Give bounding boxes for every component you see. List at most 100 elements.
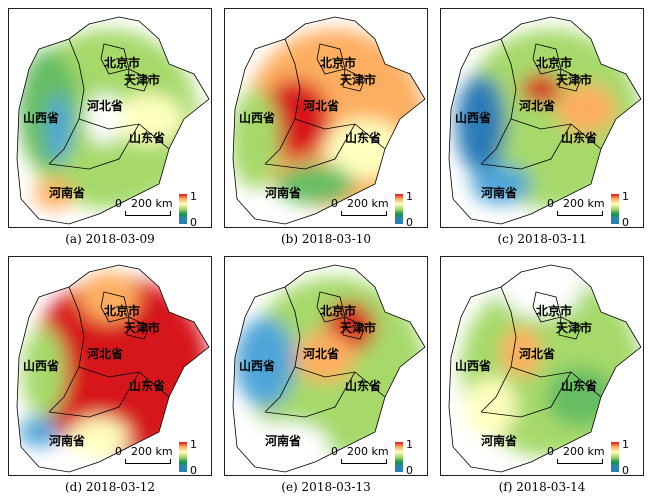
province-boundary (558, 68, 582, 92)
province-label-hebei: 河北省 (87, 99, 124, 113)
province-label-henan: 河南省 (265, 186, 302, 200)
province-boundary (510, 366, 602, 398)
province-boundary (294, 366, 386, 398)
map-graphic (232, 16, 426, 225)
province-label-tianjin: 天津市 (556, 73, 593, 87)
map-panel: 北京市 天津市 河北省 山西省 山东省 河南省 0 200 km 1 0 (e) 2018-0… (220, 252, 432, 497)
panel-caption: (c) 2018-03-11 (497, 232, 587, 246)
legend-max: 1 (622, 438, 629, 451)
province-label-beijing: 北京市 (104, 56, 141, 70)
province-boundary (480, 286, 517, 413)
value-region (501, 327, 541, 377)
province-boundary (264, 38, 301, 165)
province-boundary (480, 38, 517, 165)
color-gradient (395, 194, 403, 224)
province-label-hebei: 河北省 (519, 99, 556, 113)
province-label-hebei: 河北省 (87, 347, 124, 361)
map-graphic (16, 264, 210, 473)
legend-min: 0 (406, 464, 413, 476)
scale-zero: 0 (547, 445, 554, 458)
scale-zero: 0 (547, 197, 554, 210)
province-boundary (48, 371, 140, 418)
province-label-shanxi: 山西省 (239, 359, 276, 373)
value-region (114, 94, 184, 144)
scale-zero: 0 (115, 445, 122, 458)
map-panel: 北京市 天津市 河北省 山西省 山东省 河南省 0 200 km 1 0 (c) 2018-0… (436, 4, 648, 249)
province-boundary (264, 123, 356, 170)
province-boundary (342, 316, 366, 340)
map-frame: 北京市 天津市 河北省 山西省 山东省 河南省 0 200 km 1 0 (440, 8, 644, 228)
province-boundary (48, 123, 140, 170)
panel-caption: (b) 2018-03-10 (280, 232, 372, 246)
color-legend: 1 0 (609, 190, 639, 228)
province-boundary (48, 286, 85, 413)
map-frame: 北京市 天津市 河北省 山西省 山东省 河南省 0 200 km 1 0 (224, 8, 428, 228)
color-gradient (611, 442, 619, 472)
province-label-shanxi: 山西省 (455, 111, 492, 125)
province-label-shandong: 山东省 (129, 131, 166, 145)
province-boundary (480, 371, 572, 418)
province-label-shandong: 山东省 (345, 379, 382, 393)
map-frame: 北京市 天津市 河北省 山西省 山东省 河南省 0 200 km 1 0 (224, 256, 428, 476)
province-label-shanxi: 山西省 (455, 359, 492, 373)
province-boundary (510, 118, 602, 150)
scale-distance: 200 km (347, 445, 389, 458)
legend-max: 1 (190, 190, 197, 203)
value-region (461, 29, 641, 209)
map-graphic (448, 16, 642, 225)
value-region (466, 377, 516, 437)
value-region (521, 74, 561, 104)
province-label-hebei: 河北省 (303, 99, 340, 113)
legend-max: 1 (406, 190, 413, 203)
panel-caption: (e) 2018-03-13 (281, 480, 371, 494)
scale-bar: 0 200 km (545, 443, 605, 469)
province-label-shandong: 山东省 (561, 131, 598, 145)
scale-line (341, 211, 387, 216)
map-frame: 北京市 天津市 河北省 山西省 山东省 河南省 0 200 km 1 0 (8, 8, 212, 228)
scale-bar: 0 200 km (329, 443, 389, 469)
color-gradient (179, 194, 187, 224)
province-label-tianjin: 天津市 (556, 321, 593, 335)
province-boundary (100, 43, 130, 75)
value-region (22, 327, 66, 417)
map-panel: 北京市 天津市 河北省 山西省 山东省 河南省 0 200 km 1 0 (a) 2018-0… (4, 4, 216, 249)
value-region (240, 422, 330, 472)
color-legend: 1 0 (609, 438, 639, 475)
province-label-shanxi: 山西省 (239, 111, 276, 125)
value-region (275, 164, 355, 204)
province-boundary (558, 316, 582, 340)
value-region (501, 267, 581, 317)
province-boundary (264, 286, 301, 413)
province-boundary (126, 316, 150, 340)
value-region (69, 417, 129, 457)
scale-bar: 0 200 km (545, 195, 605, 221)
province-label-shandong: 山东省 (129, 379, 166, 393)
province-label-tianjin: 天津市 (124, 321, 161, 335)
map-frame: 北京市 天津市 河北省 山西省 山东省 河南省 0 200 km 1 0 (8, 256, 212, 476)
province-boundary (342, 68, 366, 92)
scale-line (125, 459, 171, 464)
map-graphic (16, 16, 210, 225)
province-label-beijing: 北京市 (536, 304, 573, 318)
value-region (19, 417, 59, 447)
scale-zero: 0 (331, 197, 338, 210)
province-label-beijing: 北京市 (320, 56, 357, 70)
scale-zero: 0 (115, 197, 122, 210)
province-label-shandong: 山东省 (561, 379, 598, 393)
panel-caption: (d) 2018-03-12 (64, 480, 156, 494)
map-graphic (448, 264, 642, 473)
value-region (233, 89, 280, 189)
value-region (29, 277, 209, 457)
value-region (34, 179, 74, 209)
province-boundary (480, 123, 572, 170)
province-boundary (316, 43, 346, 75)
province-label-shanxi: 山西省 (23, 359, 60, 373)
map-graphic (232, 264, 426, 473)
value-region (456, 74, 506, 174)
scale-bar: 0 200 km (113, 443, 173, 469)
map-panel: 北京市 天津市 河北省 山西省 山东省 河南省 0 200 km 1 0 (f) 2018-0… (436, 252, 648, 497)
legend-min: 0 (622, 216, 629, 228)
legend-min: 0 (406, 216, 413, 228)
legend-min: 0 (190, 216, 197, 228)
color-gradient (611, 194, 619, 224)
